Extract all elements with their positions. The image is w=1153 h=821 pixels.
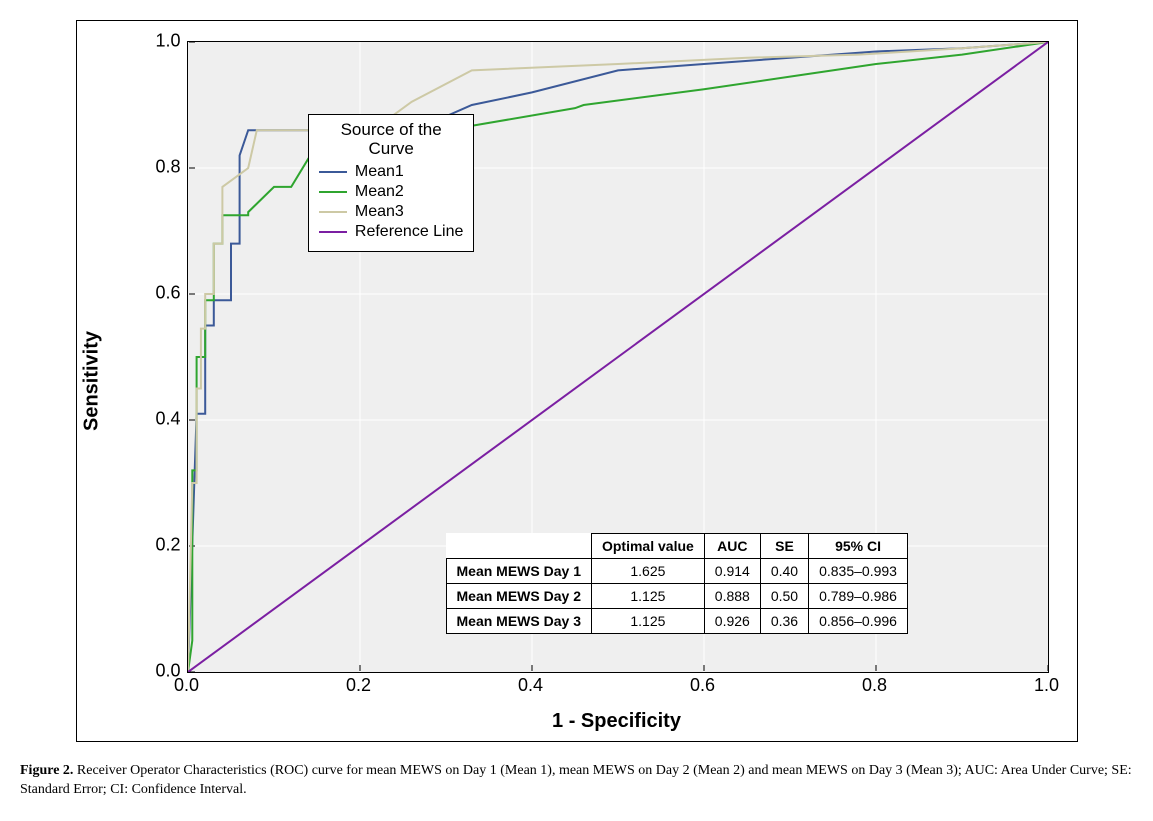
- x-axis-label: 1 - Specificity: [187, 710, 1047, 733]
- table-row-header: Mean MEWS Day 1: [446, 559, 591, 584]
- legend-item: Mean1: [319, 163, 464, 181]
- y-tick-label: 0.8: [137, 157, 181, 178]
- legend-swatch: [319, 191, 347, 193]
- table-cell: 0.36: [760, 609, 808, 634]
- legend-items: Mean1 Mean2 Mean3 Reference Line: [319, 163, 464, 241]
- y-tick-label: 0.4: [137, 409, 181, 430]
- table-cell: 1.625: [591, 559, 704, 584]
- y-tick-label: 0.6: [137, 283, 181, 304]
- table-cell: 0.926: [704, 609, 760, 634]
- table-row: Mean MEWS Day 11.6250.9140.400.835–0.993: [446, 559, 907, 584]
- table-cell: 0.835–0.993: [809, 559, 908, 584]
- x-tick-label: 0.2: [346, 675, 371, 696]
- table-column-header: 95% CI: [809, 534, 908, 559]
- legend-label: Mean1: [355, 163, 404, 181]
- roc-chart: Sensitivity 0.0 0.2 0.4 0.6 0.8 1.0 Source of…: [76, 20, 1078, 742]
- y-tick-label: 0.2: [137, 535, 181, 556]
- table-column-header: SE: [760, 534, 808, 559]
- legend-swatch: [319, 231, 347, 233]
- table-cell: 0.50: [760, 584, 808, 609]
- y-axis-label: Sensitivity: [80, 331, 103, 431]
- table-cell: 1.125: [591, 584, 704, 609]
- auc-table: Optimal valueAUCSE95% CI Mean MEWS Day 1…: [446, 533, 908, 634]
- table-row: Mean MEWS Day 21.1250.8880.500.789–0.986: [446, 584, 907, 609]
- table-row: Mean MEWS Day 31.1250.9260.360.856–0.996: [446, 609, 907, 634]
- table-row-header: Mean MEWS Day 2: [446, 584, 591, 609]
- plot-area: Source of theCurve Mean1 Mean2 Mean3 Refere…: [187, 41, 1049, 673]
- caption-prefix: Figure 2.: [20, 763, 73, 778]
- legend-item: Mean2: [319, 183, 464, 201]
- table-column-header: [446, 534, 591, 559]
- x-tick-label: 0.8: [862, 675, 887, 696]
- legend-label: Mean2: [355, 183, 404, 201]
- table-column-header: Optimal value: [591, 534, 704, 559]
- legend-item: Mean3: [319, 203, 464, 221]
- table-cell: 0.914: [704, 559, 760, 584]
- table-cell: 0.888: [704, 584, 760, 609]
- table-cell: 1.125: [591, 609, 704, 634]
- table-cell: 0.789–0.986: [809, 584, 908, 609]
- table-body: Mean MEWS Day 11.6250.9140.400.835–0.993…: [446, 559, 907, 634]
- x-tick-label: 0.6: [690, 675, 715, 696]
- legend-label: Mean3: [355, 203, 404, 221]
- figure-caption: Figure 2. Receiver Operator Characterist…: [20, 762, 1133, 800]
- table-column-header: AUC: [704, 534, 760, 559]
- table-cell: 0.40: [760, 559, 808, 584]
- table-header-row: Optimal valueAUCSE95% CI: [446, 534, 907, 559]
- legend: Source of theCurve Mean1 Mean2 Mean3 Refere…: [308, 114, 475, 251]
- x-tick-label: 0.4: [518, 675, 543, 696]
- table-cell: 0.856–0.996: [809, 609, 908, 634]
- y-axis-ticks: 0.00.20.40.60.81.0: [137, 41, 185, 671]
- legend-swatch: [319, 171, 347, 173]
- figure-wrap: Sensitivity 0.0 0.2 0.4 0.6 0.8 1.0 Source of…: [20, 20, 1133, 800]
- caption-text: Receiver Operator Characteristics (ROC) …: [20, 763, 1132, 797]
- y-tick-label: 1.0: [137, 31, 181, 52]
- x-tick-label: 1.0: [1034, 675, 1059, 696]
- x-tick-label: 0.0: [174, 675, 199, 696]
- table-row-header: Mean MEWS Day 3: [446, 609, 591, 634]
- x-axis-ticks: 0.00.20.40.60.81.0: [187, 675, 1047, 699]
- legend-title: Source of theCurve: [319, 121, 464, 158]
- legend-label: Reference Line: [355, 223, 464, 241]
- legend-swatch: [319, 211, 347, 213]
- legend-item: Reference Line: [319, 223, 464, 241]
